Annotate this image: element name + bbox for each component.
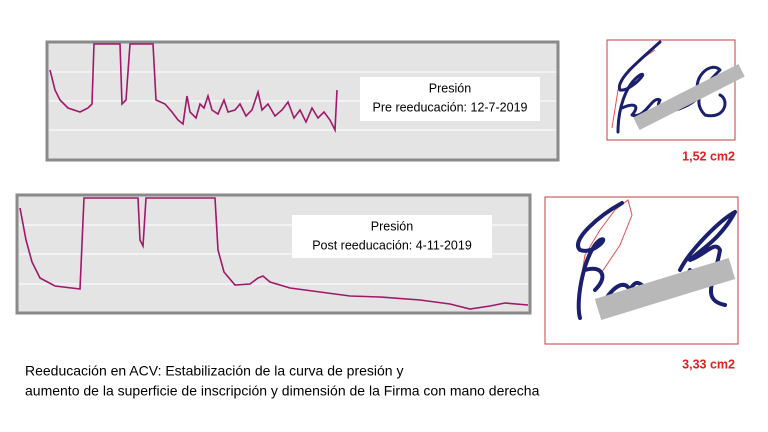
area-label: 1,52 cm2 bbox=[682, 149, 735, 163]
redaction-bar bbox=[594, 258, 736, 320]
area-label: 3,33 cm2 bbox=[682, 357, 735, 371]
pressure-curve bbox=[19, 197, 529, 310]
legend-box bbox=[360, 77, 540, 121]
legend-subtitle: Pre reeducación: 12-7-2019 bbox=[373, 100, 528, 114]
caption-line: Reeducación en ACV: Estabilización de la… bbox=[25, 363, 403, 379]
pressure-chart-post: Presión Post reeducación: 4-11-2019 bbox=[15, 193, 532, 315]
signature-ink bbox=[576, 201, 737, 320]
redaction-bar bbox=[633, 63, 745, 131]
legend-title: Presión bbox=[429, 81, 471, 95]
legend-subtitle: Post reeducación: 4-11-2019 bbox=[312, 238, 472, 252]
legend-box bbox=[292, 215, 492, 258]
signature-post: 3,33 cm2 bbox=[544, 196, 739, 371]
caption-line: aumento de la superficie de inscripción … bbox=[25, 383, 540, 399]
signature-pre: 1,52 cm2 bbox=[606, 39, 745, 163]
pressure-curve bbox=[49, 43, 338, 134]
pressure-chart-pre: Presión Pre reeducación: 12-7-2019 bbox=[45, 40, 560, 162]
legend-title: Presión bbox=[371, 219, 413, 233]
